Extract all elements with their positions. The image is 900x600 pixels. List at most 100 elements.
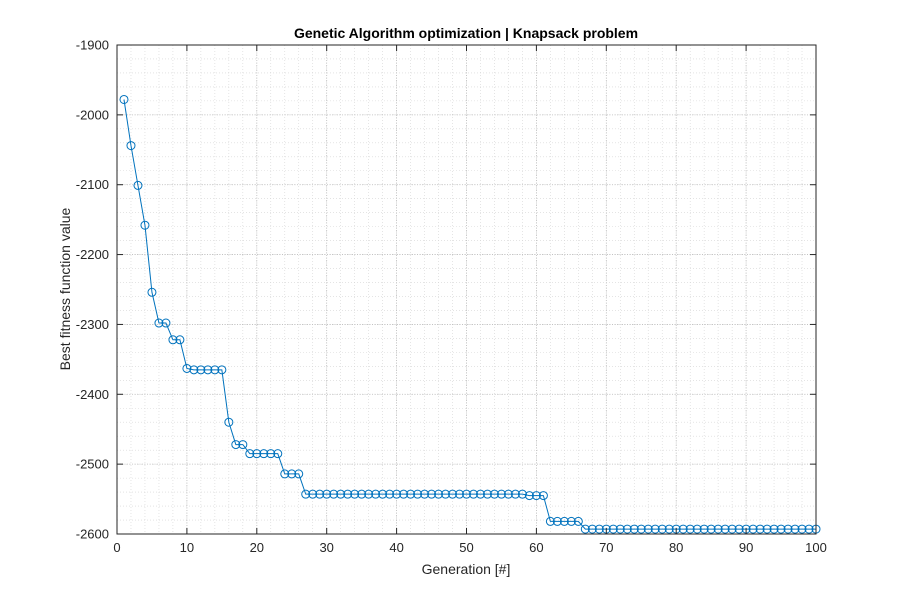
data-point-marker bbox=[196, 365, 206, 375]
x-tick-label: 90 bbox=[739, 540, 753, 555]
data-point-marker bbox=[748, 524, 758, 534]
data-point-marker bbox=[406, 489, 416, 499]
data-point-marker bbox=[182, 363, 192, 373]
x-tick-label: 50 bbox=[459, 540, 473, 555]
data-point-marker bbox=[357, 489, 367, 499]
x-axis-label: Generation [#] bbox=[422, 561, 511, 577]
data-point-marker bbox=[294, 469, 304, 479]
data-point-marker bbox=[776, 524, 786, 534]
data-point-marker bbox=[720, 524, 730, 534]
data-point-marker bbox=[462, 489, 471, 499]
chart-title: Genetic Algorithm optimization | Knapsac… bbox=[294, 25, 638, 41]
data-point-marker bbox=[517, 489, 527, 499]
data-point-marker bbox=[769, 524, 779, 534]
data-point-marker bbox=[552, 516, 562, 526]
data-point-marker bbox=[692, 524, 702, 534]
data-point-marker bbox=[448, 489, 458, 499]
data-point-marker bbox=[538, 491, 548, 501]
series-line bbox=[123, 99, 816, 530]
x-tick-label: 0 bbox=[113, 540, 120, 555]
data-point-marker bbox=[629, 524, 639, 534]
y-tick-label: -2100 bbox=[76, 177, 109, 192]
y-tick-label: -2200 bbox=[76, 247, 109, 262]
data-point-marker bbox=[622, 524, 632, 534]
data-point-marker bbox=[133, 180, 143, 190]
data-point-marker bbox=[175, 335, 185, 345]
data-point-marker bbox=[252, 449, 262, 459]
data-point-marker bbox=[434, 489, 444, 499]
data-point-marker bbox=[266, 449, 276, 459]
data-point-marker bbox=[336, 489, 346, 499]
data-point-marker bbox=[468, 489, 478, 499]
data-point-marker bbox=[643, 524, 653, 534]
data-point-marker bbox=[455, 489, 465, 499]
data-point-marker bbox=[119, 94, 129, 104]
data-point-marker bbox=[322, 489, 332, 499]
major-grid bbox=[117, 45, 816, 534]
data-point-marker bbox=[385, 489, 395, 499]
y-tick-labels: -1900 -2000 -2100 -2200 -2300 -2400 -2500 -2600 bbox=[76, 38, 109, 542]
data-point-marker bbox=[126, 141, 136, 151]
data-point-marker bbox=[140, 220, 150, 230]
x-tick-labels: 0 10 20 30 40 50 60 70 80 90 100 bbox=[113, 540, 826, 555]
data-point-marker bbox=[755, 524, 765, 534]
data-point-marker bbox=[475, 489, 485, 499]
data-point-marker bbox=[392, 489, 402, 499]
data-point-marker bbox=[503, 489, 513, 499]
data-point-marker bbox=[231, 440, 241, 450]
y-tick-label: -2600 bbox=[76, 527, 109, 542]
y-tick-label: -2000 bbox=[76, 107, 109, 122]
data-point-marker bbox=[399, 489, 409, 499]
x-tick-label: 100 bbox=[805, 540, 827, 555]
x-tick-label: 40 bbox=[389, 540, 403, 555]
data-point-marker bbox=[615, 524, 625, 534]
data-point-marker bbox=[510, 489, 520, 499]
y-axis-label: Best fitness function value bbox=[57, 207, 73, 370]
data-point-marker bbox=[608, 524, 618, 534]
data-point-marker bbox=[343, 489, 353, 499]
data-point-marker bbox=[203, 365, 213, 375]
data-point-marker bbox=[587, 524, 597, 534]
data-point-marker bbox=[524, 491, 534, 501]
data-point-marker bbox=[678, 524, 688, 534]
data-point-marker bbox=[594, 524, 604, 534]
data-point-marker bbox=[301, 489, 311, 499]
x-tick-label: 80 bbox=[669, 540, 683, 555]
data-point-marker bbox=[168, 335, 178, 345]
data-point-marker bbox=[650, 524, 660, 534]
data-point-marker bbox=[734, 524, 744, 534]
data-point-marker bbox=[580, 524, 590, 534]
data-point-marker bbox=[210, 365, 220, 375]
data-point-marker bbox=[273, 449, 283, 459]
data-point-marker bbox=[664, 524, 674, 534]
data-point-marker bbox=[245, 449, 255, 459]
data-point-marker bbox=[371, 489, 381, 499]
data-point-marker bbox=[427, 489, 437, 499]
data-point-marker bbox=[147, 287, 157, 297]
data-point-marker bbox=[762, 524, 772, 534]
data-point-marker bbox=[706, 524, 716, 534]
data-point-marker bbox=[259, 449, 269, 459]
x-tick-label: 60 bbox=[529, 540, 543, 555]
data-point-marker bbox=[482, 489, 492, 499]
data-point-marker bbox=[496, 489, 506, 499]
data-point-marker bbox=[413, 489, 423, 499]
x-tick-label: 70 bbox=[599, 540, 613, 555]
data-point-marker bbox=[636, 524, 646, 534]
data-point-marker bbox=[154, 318, 164, 328]
data-point-marker bbox=[559, 516, 569, 526]
series-layer bbox=[119, 94, 821, 534]
data-point-marker bbox=[783, 524, 793, 534]
data-point-marker bbox=[308, 489, 318, 499]
data-point-marker bbox=[329, 489, 339, 499]
data-point-marker bbox=[531, 491, 541, 501]
data-point-marker bbox=[699, 524, 709, 534]
data-point-marker bbox=[573, 516, 583, 526]
y-tick-label: -1900 bbox=[76, 38, 109, 53]
data-point-marker bbox=[804, 524, 814, 534]
data-point-marker bbox=[350, 489, 360, 499]
data-point-marker bbox=[189, 365, 199, 375]
data-point-marker bbox=[378, 489, 388, 499]
data-point-marker bbox=[545, 516, 555, 526]
